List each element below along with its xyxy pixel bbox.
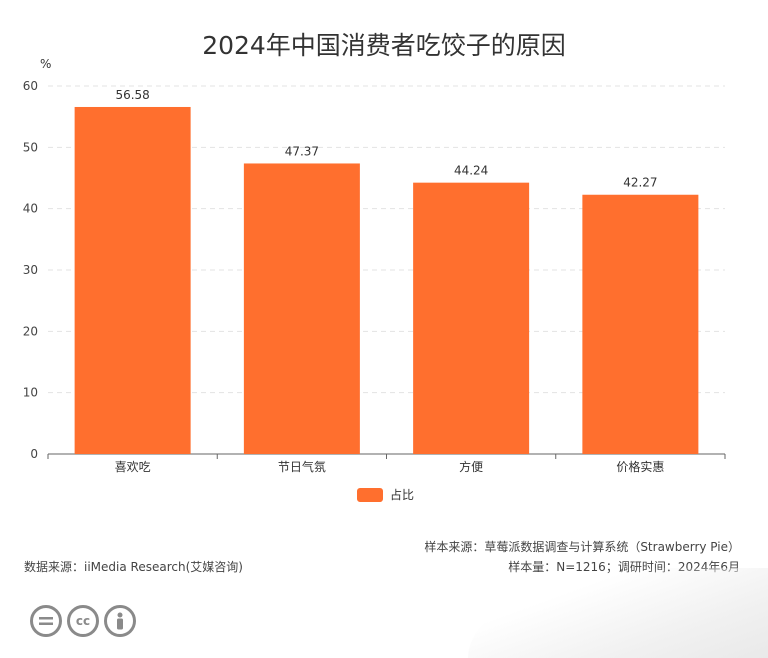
bar (74, 106, 191, 454)
y-tick-label: 40 (23, 202, 38, 216)
equals-icon (30, 605, 62, 637)
bar (413, 182, 530, 455)
legend[interactable]: 占比 (357, 486, 414, 503)
x-tick-label: 喜欢吃 (115, 459, 151, 474)
bar-chart: % 0 10 20 30 40 50 60 56.58 喜欢吃 47.37 节日气氛 44.24 方便 42… (23, 57, 726, 474)
bar (243, 163, 360, 455)
legend-label: 占比 (390, 488, 415, 502)
y-tick-label: 60 (23, 79, 38, 93)
y-tick-label: 0 (30, 447, 38, 461)
x-tick-label: 价格实惠 (616, 459, 664, 474)
data-source: 数据来源：iiMedia Research(艾媒咨询) (24, 560, 243, 574)
person-icon (104, 605, 136, 637)
y-axis-unit: % (40, 57, 51, 71)
y-tick-label: 50 (23, 140, 38, 154)
data-label: 44.24 (454, 164, 488, 178)
data-label: 56.58 (115, 88, 149, 102)
decorative-wave (468, 568, 768, 658)
data-label: 47.37 (285, 144, 319, 158)
legend-swatch (357, 487, 383, 502)
sample-source: 样本来源：草莓派数据调查与计算系统（Strawberry Pie） (424, 540, 740, 554)
data-label: 42.27 (623, 176, 657, 190)
x-tick-label: 节日气氛 (278, 459, 326, 474)
bar (582, 194, 699, 454)
y-tick-label: 20 (23, 324, 38, 338)
chart-title: 2024年中国消费者吃饺子的原因 (202, 31, 566, 60)
y-tick-label: 30 (23, 263, 38, 277)
cc-icon: cc (67, 605, 99, 637)
y-tick-label: 10 (23, 386, 38, 400)
cc-license-logo: cc (30, 605, 136, 637)
x-tick-label: 方便 (459, 459, 483, 474)
